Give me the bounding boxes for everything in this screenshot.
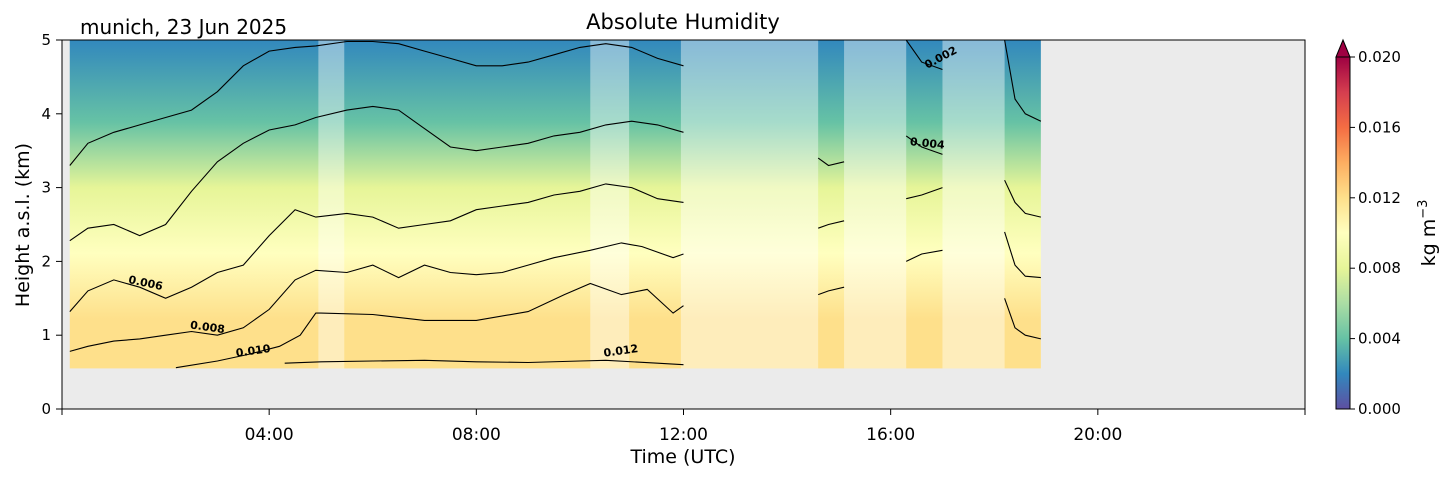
colorbar-extend-triangle bbox=[1335, 38, 1351, 58]
data-gap-band bbox=[318, 40, 345, 369]
contour-line bbox=[69, 242, 684, 352]
colorbar-tick-label: 0.008 bbox=[1358, 259, 1401, 277]
x-tick-label: 12:00 bbox=[659, 425, 708, 445]
contour-line bbox=[905, 40, 943, 71]
station-label: munich, 23 Jun 2025 bbox=[80, 15, 287, 39]
data-gap-band bbox=[680, 40, 819, 369]
data-gap-bands bbox=[318, 40, 1005, 369]
contour-line bbox=[284, 359, 684, 366]
data-gap-band bbox=[942, 40, 1005, 369]
y-axis-label: Height a.s.l. (km) bbox=[12, 143, 34, 307]
y-tick-label: 2 bbox=[41, 252, 51, 270]
colorbar-tick-label: 0.004 bbox=[1358, 330, 1401, 348]
contour-label: 0.004 bbox=[909, 135, 945, 152]
y-tick-label: 4 bbox=[41, 105, 51, 123]
colorbar-tick-label: 0.000 bbox=[1358, 400, 1401, 418]
contour-line bbox=[905, 135, 943, 155]
contour-line bbox=[175, 282, 684, 369]
contour-line bbox=[1004, 231, 1041, 279]
chart-title: Absolute Humidity bbox=[586, 10, 780, 34]
y-tick-label: 1 bbox=[41, 326, 51, 344]
y-tick-label: 3 bbox=[41, 179, 51, 197]
contour-label: 0.012 bbox=[603, 342, 639, 360]
contour-line bbox=[69, 183, 684, 312]
colorbar-tick-label: 0.020 bbox=[1358, 48, 1401, 66]
colorbar-tick-label: 0.016 bbox=[1358, 118, 1401, 136]
contour-line bbox=[69, 40, 684, 166]
x-axis-label: Time (UTC) bbox=[629, 446, 735, 468]
x-tick-label: 08:00 bbox=[452, 425, 501, 445]
x-tick-label: 20:00 bbox=[1073, 425, 1122, 445]
x-tick-label: 16:00 bbox=[866, 425, 915, 445]
colorbar-bar bbox=[1335, 56, 1351, 410]
contour-line bbox=[818, 286, 845, 296]
contour-line bbox=[1004, 40, 1042, 122]
contour-line bbox=[818, 220, 845, 229]
contour-line bbox=[1004, 179, 1042, 218]
x-tick-label: 04:00 bbox=[245, 425, 294, 445]
humidity-field bbox=[69, 40, 1041, 369]
colorbar-ticks: 0.000 0.004 0.008 0.012 0.016 0.020 bbox=[1350, 48, 1401, 418]
contour-label: 0.008 bbox=[189, 318, 225, 336]
contour-label: 0.010 bbox=[235, 342, 272, 360]
y-axis-ticks: 0 1 2 3 4 5 bbox=[41, 31, 62, 418]
colorbar-label-unit: kg m bbox=[1418, 219, 1440, 267]
contour-line bbox=[1004, 298, 1042, 340]
colorbar-label: kg m−3 bbox=[1416, 200, 1440, 267]
contour-line bbox=[906, 187, 943, 200]
contour-line bbox=[905, 249, 943, 262]
y-tick-label: 5 bbox=[41, 31, 51, 49]
colorbar-label-exponent: −3 bbox=[1416, 200, 1431, 219]
contour-line bbox=[69, 105, 684, 242]
contour-line bbox=[817, 157, 845, 167]
y-tick-label: 0 bbox=[41, 400, 51, 418]
data-gap-band bbox=[844, 40, 907, 369]
colorbar: 0.000 0.004 0.008 0.012 0.016 0.020 kg m−3 bbox=[1335, 38, 1440, 418]
x-axis-ticks: 04:00 08:00 12:00 16:00 20:00 bbox=[61, 409, 1306, 445]
colorbar-tick-label: 0.012 bbox=[1358, 189, 1401, 207]
data-gap-band bbox=[590, 40, 630, 369]
